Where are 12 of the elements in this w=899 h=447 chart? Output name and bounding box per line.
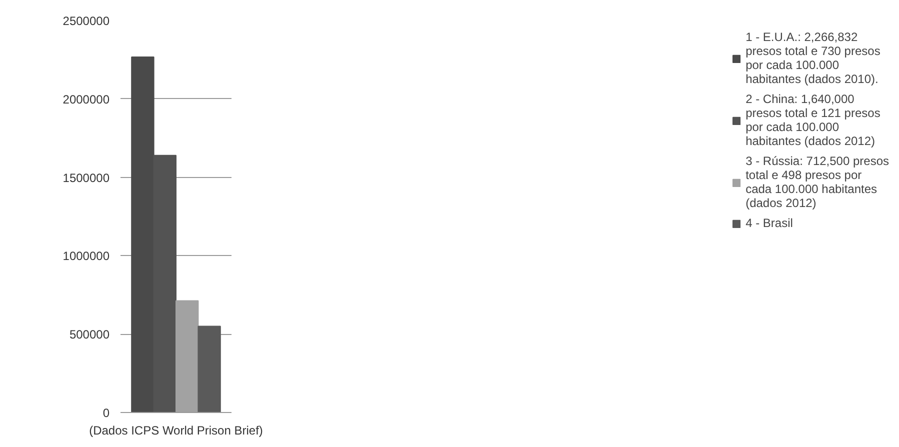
legend-label: 2 - China: 1,640,000 presos total e 121 presos por cada 100.000 habitantes (dados 2012) bbox=[746, 92, 880, 148]
y-tick-label: 1000000 bbox=[62, 249, 110, 264]
legend-label: 4 - Brasil bbox=[746, 216, 793, 230]
y-tick-label: 2500000 bbox=[62, 14, 110, 28]
bar bbox=[198, 326, 221, 412]
legend-label: 3 - Rússia: 712,500 presos total e 498 presos por cada 100.000 habitantes (dados 2012) bbox=[746, 154, 889, 210]
y-tick-label: 2000000 bbox=[62, 92, 110, 106]
x-tick-label: (Dados ICPS World Prison Brief) bbox=[89, 424, 263, 438]
legend-label: 1 - E.U.A.: 2,266,832 presos total e 730 presos por cada 100.000 habitantes (dados 2010). bbox=[746, 30, 880, 86]
y-tick-label: 1500000 bbox=[62, 170, 110, 185]
y-tick-label: 500000 bbox=[69, 328, 110, 342]
y-tick-label: 0 bbox=[102, 406, 110, 420]
